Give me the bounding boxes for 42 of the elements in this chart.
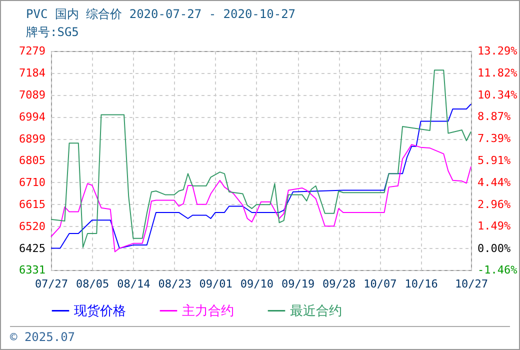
x-tick-label: 08/05 bbox=[76, 278, 110, 290]
legend-label: 现货价格 bbox=[74, 304, 126, 319]
chart-subtitle: 牌号:SG5 bbox=[26, 25, 79, 39]
x-tick-label: 09/19 bbox=[281, 278, 315, 290]
x-tick-label: 09/28 bbox=[322, 278, 356, 290]
y2-tick-label: 11.82% bbox=[478, 66, 518, 80]
y2-tick-label: 4.44% bbox=[478, 176, 511, 189]
line-series bbox=[50, 70, 472, 248]
y2-tick-label: 13.29% bbox=[478, 44, 518, 58]
y2-tick-label: 2.96% bbox=[478, 198, 511, 211]
y-tick-label: 6425 bbox=[19, 242, 46, 255]
y2-tick-label: -1.46% bbox=[478, 264, 518, 276]
legend-label: 主力合约 bbox=[182, 302, 234, 319]
line-series bbox=[50, 144, 472, 252]
y-tick-label: 6520 bbox=[19, 220, 46, 233]
y2-tick-label: 8.87% bbox=[478, 110, 511, 124]
x-tick-label: 09/01 bbox=[199, 278, 232, 290]
x-tick-label: 07/27 bbox=[34, 278, 68, 290]
x-tick-label: 10/16 bbox=[404, 278, 438, 290]
y-tick-label: 6710 bbox=[19, 176, 46, 189]
y2-tick-label: 10.34% bbox=[478, 88, 518, 102]
y-tick-label: 6899 bbox=[19, 132, 46, 146]
x-tick-label: 10/07 bbox=[364, 278, 397, 290]
y2-tick-label: 7.39% bbox=[478, 132, 511, 146]
line-series bbox=[50, 104, 472, 249]
text: © 2025.07 bbox=[10, 330, 76, 344]
y-tick-label: 6805 bbox=[19, 154, 46, 167]
x-tick-label: 08/14 bbox=[117, 278, 151, 290]
y2-tick-label: 0.00% bbox=[478, 242, 511, 255]
x-tick-label: 10/27 bbox=[454, 278, 488, 290]
y-tick-label: 6994 bbox=[19, 110, 46, 124]
y-tick-label: 7279 bbox=[19, 44, 46, 58]
y-tick-label: 6615 bbox=[19, 198, 46, 211]
y2-tick-label: 5.91% bbox=[478, 154, 511, 168]
chart-title: PVC 国内 综合价 2020-07-27 - 2020-10-27 bbox=[26, 7, 296, 21]
y-tick-label: 6331 bbox=[19, 264, 46, 276]
legend-label: 最近合约 bbox=[290, 304, 342, 319]
y-tick-label: 7089 bbox=[19, 88, 46, 102]
x-tick-label: 08/23 bbox=[158, 278, 192, 290]
x-tick-label: 09/10 bbox=[240, 278, 274, 290]
y2-tick-label: 1.49% bbox=[478, 220, 511, 233]
y-tick-label: 7184 bbox=[19, 66, 46, 80]
